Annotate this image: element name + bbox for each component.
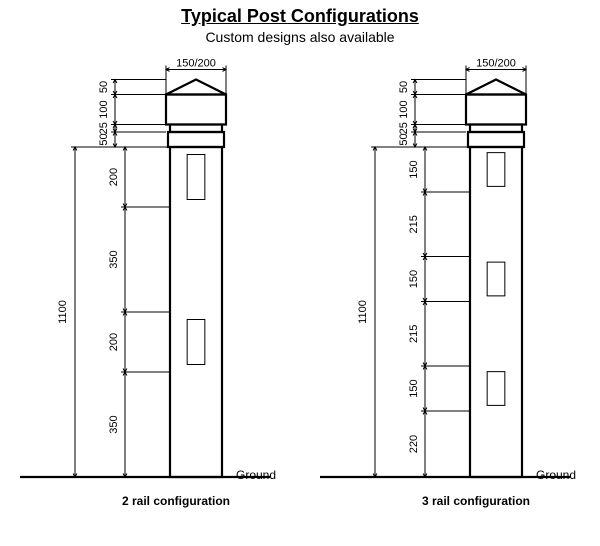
svg-text:100: 100 — [398, 100, 410, 118]
svg-text:Ground: Ground — [236, 468, 276, 482]
svg-text:215: 215 — [408, 215, 420, 233]
svg-text:50: 50 — [398, 81, 410, 93]
diagram-row: Ground150/20020035020035011005010025502 … — [0, 47, 600, 517]
svg-text:1100: 1100 — [57, 300, 69, 324]
svg-text:50: 50 — [98, 81, 110, 93]
svg-text:200: 200 — [108, 168, 120, 186]
post-diagram-2rail: Ground150/20020035020035011005010025502 … — [0, 47, 300, 517]
svg-text:50: 50 — [398, 133, 410, 145]
svg-text:100: 100 — [98, 100, 110, 118]
svg-text:150: 150 — [408, 270, 420, 288]
svg-text:Ground: Ground — [536, 468, 576, 482]
svg-text:2 rail configuration: 2 rail configuration — [122, 494, 230, 508]
svg-text:150/200: 150/200 — [476, 58, 516, 70]
page-title: Typical Post Configurations — [0, 6, 600, 27]
svg-text:350: 350 — [108, 250, 120, 268]
svg-text:50: 50 — [98, 133, 110, 145]
post-diagram-3rail: Ground 150/200 150 215 150 215 150 220 1100 50 100… — [300, 47, 600, 517]
svg-text:220: 220 — [408, 435, 420, 453]
svg-text:1100: 1100 — [357, 300, 369, 324]
svg-text:215: 215 — [408, 325, 420, 343]
svg-text:150/200: 150/200 — [176, 58, 216, 70]
svg-text:200: 200 — [108, 333, 120, 351]
svg-text:350: 350 — [108, 415, 120, 433]
svg-text:25: 25 — [398, 122, 410, 134]
svg-text:150: 150 — [408, 379, 420, 397]
svg-text:25: 25 — [98, 122, 110, 134]
svg-text:150: 150 — [408, 160, 420, 178]
page-subtitle: Custom designs also available — [0, 29, 600, 45]
svg-text:3 rail configuration: 3 rail configuration — [422, 494, 530, 508]
